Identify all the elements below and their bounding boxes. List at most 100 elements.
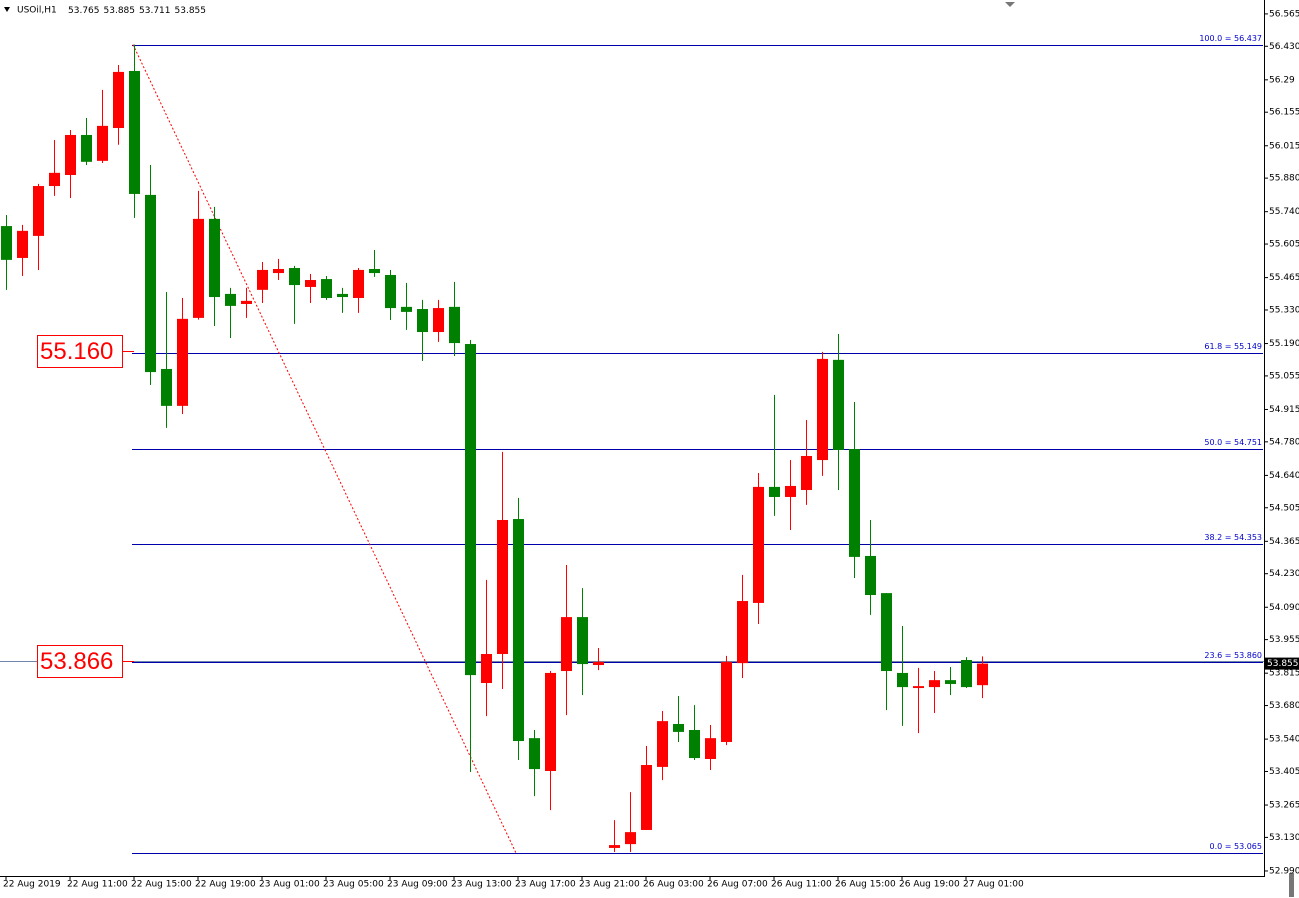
y-tick-label: 55.465 — [1269, 273, 1299, 283]
candle-body — [705, 738, 716, 760]
y-tick-label: 54.230 — [1269, 569, 1299, 579]
candle-body — [161, 368, 172, 406]
ohlc-close: 53.855 — [175, 6, 207, 16]
candle-body — [97, 125, 108, 161]
y-tick-label: 55.740 — [1269, 207, 1299, 217]
candle-body — [785, 485, 796, 497]
candle-body — [577, 617, 588, 665]
candle-body — [385, 274, 396, 309]
candle-body — [241, 300, 252, 304]
y-tick-label: 54.640 — [1269, 471, 1299, 481]
candle-body — [881, 593, 892, 672]
candle-body — [529, 738, 540, 770]
candle-body — [49, 172, 60, 187]
candle-body — [305, 280, 316, 287]
x-tick-label: 26 Aug 11:00 — [771, 880, 832, 890]
candle-body — [513, 519, 524, 742]
fib-label: 0.0 = 53.065 — [1209, 842, 1262, 851]
candle-body — [753, 486, 764, 603]
candle-body — [737, 601, 748, 664]
candle-body — [65, 134, 76, 176]
x-tick-label: 22 Aug 11:00 — [67, 880, 128, 890]
candle-body — [897, 672, 908, 688]
candle-body — [657, 721, 668, 767]
y-tick-label: 56.29 — [1269, 75, 1295, 85]
candle-body — [865, 555, 876, 596]
fib-label: 61.8 = 55.149 — [1204, 342, 1262, 351]
candle-body — [401, 306, 412, 312]
candle-body — [641, 765, 652, 830]
symbol-title: USOil,H1 — [17, 6, 57, 16]
x-tick-label: 23 Aug 09:00 — [387, 880, 448, 890]
price-label-box — [37, 335, 123, 368]
price-label: 55.160 — [40, 338, 113, 365]
candle-body — [817, 358, 828, 461]
y-tick-label: 54.505 — [1269, 503, 1299, 513]
candle-body — [769, 486, 780, 497]
y-tick-label: 55.190 — [1269, 339, 1299, 349]
x-tick-label: 26 Aug 15:00 — [835, 880, 896, 890]
x-tick-label: 23 Aug 13:00 — [451, 880, 512, 890]
candle-body — [145, 194, 156, 373]
y-tick-label: 53.680 — [1269, 701, 1299, 711]
x-tick-label: 22 Aug 15:00 — [131, 880, 192, 890]
plot-area: 55.160 53.866 100.0 = 56.437 61.8 = 55.149 5… — [0, 34, 1264, 854]
candle-body — [417, 309, 428, 333]
candle-body — [625, 832, 636, 845]
y-tick-label: 54.365 — [1269, 537, 1299, 547]
price-label-box — [37, 645, 123, 678]
candle-body — [273, 268, 284, 274]
candle-body — [465, 344, 476, 676]
candle-body — [113, 71, 124, 129]
y-tick-label: 54.915 — [1269, 405, 1299, 415]
current-price-box — [1265, 657, 1299, 670]
y-tick-label: 53.540 — [1269, 735, 1299, 745]
y-tick-label: 55.880 — [1269, 174, 1299, 184]
x-tick-label: 23 Aug 05:00 — [323, 880, 384, 890]
candle-body — [545, 672, 556, 771]
candle-body — [369, 268, 380, 274]
candle-body — [833, 359, 844, 450]
y-tick-label: 54.780 — [1269, 437, 1299, 447]
candle-body — [193, 218, 204, 318]
y-tick-label: 56.565 — [1269, 9, 1299, 19]
candle-body — [609, 845, 620, 848]
fib-label: 50.0 = 54.751 — [1204, 438, 1262, 447]
price-label: 53.866 — [40, 648, 113, 675]
candle-body — [209, 218, 220, 298]
x-tick-label: 22 Aug 2019 — [3, 880, 61, 890]
fib-label: 100.0 = 56.437 — [1199, 34, 1262, 43]
candle-body — [689, 730, 700, 759]
candle-body — [481, 654, 492, 684]
y-tick-label: 55.605 — [1269, 240, 1299, 250]
x-tick-label: 23 Aug 01:00 — [259, 880, 320, 890]
y-tick-label: 53.265 — [1269, 801, 1299, 811]
fib-label: 23.6 = 53.860 — [1204, 651, 1262, 660]
scrollbar[interactable] — [1289, 873, 1294, 897]
x-tick-label: 27 Aug 01:00 — [963, 880, 1024, 890]
candle-body — [977, 663, 988, 686]
candle-body — [337, 293, 348, 298]
shift-marker[interactable] — [1005, 2, 1015, 7]
y-tick-label: 56.155 — [1269, 108, 1299, 118]
y-tick-label: 53.130 — [1269, 833, 1299, 843]
x-tick-label: 26 Aug 07:00 — [707, 880, 768, 890]
ohlc-open: 53.765 — [68, 6, 100, 16]
candle-body — [289, 268, 300, 286]
x-tick-label: 26 Aug 03:00 — [643, 880, 704, 890]
y-tick-label: 52.990 — [1269, 866, 1299, 876]
current-price-label: 53.855 — [1267, 659, 1299, 669]
candle-body — [81, 134, 92, 162]
candle-body — [449, 306, 460, 344]
y-tick-label: 53.955 — [1269, 635, 1299, 645]
candle-body — [721, 661, 732, 742]
menu-arrow[interactable] — [4, 7, 10, 12]
y-tick-label: 55.330 — [1269, 305, 1299, 315]
candle-body — [1, 226, 12, 260]
y-tick-label: 56.430 — [1269, 42, 1299, 52]
candle-body — [257, 269, 268, 290]
candle-body — [225, 293, 236, 306]
y-tick-label: 56.015 — [1269, 141, 1299, 151]
candle-body — [945, 680, 956, 684]
